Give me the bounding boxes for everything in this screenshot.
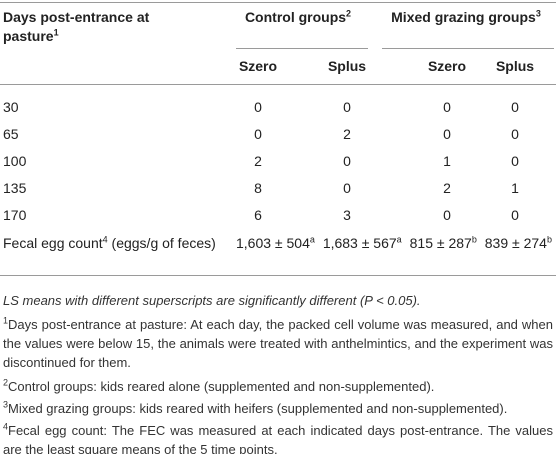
cell: 0 xyxy=(511,153,519,169)
header-text: Days post-entrance at pasture xyxy=(3,9,150,44)
superscript: 1 xyxy=(53,27,59,38)
footnote: LS means with different superscripts are… xyxy=(3,291,553,310)
cell-text: 1,683 ± 567 xyxy=(322,235,397,251)
fec-cell: 1,603 ± 504a xyxy=(236,233,315,253)
superscript: 3 xyxy=(535,8,541,19)
fec-cell: 815 ± 287b xyxy=(410,233,477,253)
cell: 3 xyxy=(343,207,351,223)
footnote-mark: 2 xyxy=(3,377,9,388)
footnote: 4Fecal egg count: The FEC was measured a… xyxy=(3,421,553,454)
fec-cell: 839 ± 274b xyxy=(485,233,552,253)
footnote-mark: 4 xyxy=(3,421,9,432)
cell: 0 xyxy=(343,153,351,169)
footnote-mark: 1 xyxy=(3,315,9,326)
cell-text: 1,603 ± 504 xyxy=(236,235,310,251)
cell: 0 xyxy=(443,99,451,115)
footnote: 2Control groups: kids reared alone (supp… xyxy=(3,377,553,396)
footnote-text: Control groups: kids reared alone (suppl… xyxy=(8,379,435,394)
fec-cells: 1,603 ± 504a 1,683 ± 567a 815 ± 287b 839 ± … xyxy=(236,233,552,253)
footnote-text: Fecal egg count: The FEC was measured at… xyxy=(3,423,553,454)
cell: 0 xyxy=(343,180,351,196)
footnote: 3Mixed grazing groups: kids reared with … xyxy=(3,399,553,418)
footnote-text: LS means with different superscripts are… xyxy=(3,293,421,308)
cell: 0 xyxy=(511,207,519,223)
rule xyxy=(0,275,556,276)
cell: 0 xyxy=(254,126,262,142)
header-text: Mixed grazing groups xyxy=(391,9,536,25)
cell: 1 xyxy=(443,153,451,169)
cell: 0 xyxy=(254,99,262,115)
superscript: 2 xyxy=(346,8,352,19)
rule xyxy=(0,2,556,3)
cell: 0 xyxy=(511,99,519,115)
group-header: Control groups2 xyxy=(232,8,364,27)
cell: 2 xyxy=(254,153,262,169)
rule xyxy=(236,48,368,49)
footnote: 1Days post-entrance at pasture: At each … xyxy=(3,315,553,372)
superscript: a xyxy=(396,234,402,245)
rule xyxy=(0,84,556,85)
cell: 2 xyxy=(443,180,451,196)
group-header: Mixed grazing groups3 xyxy=(378,8,554,27)
fec-label: Fecal egg count4 (eggs/g of feces) xyxy=(3,233,223,253)
day-header: Days post-entrance at pasture1 xyxy=(3,8,203,46)
fec-cell: 1,683 ± 567a xyxy=(323,233,402,253)
superscript: b xyxy=(471,234,477,245)
header-text: Control groups xyxy=(244,9,347,25)
cell: 1 xyxy=(511,180,519,196)
cell: 0 xyxy=(343,99,351,115)
subheader: Splus xyxy=(327,58,367,74)
superscript: 4 xyxy=(102,234,108,245)
row-label: 30 xyxy=(3,99,19,115)
cell: 0 xyxy=(443,126,451,142)
row-label: 170 xyxy=(3,207,27,223)
subheader: Szero xyxy=(238,58,278,74)
cell: 2 xyxy=(343,126,351,142)
rule xyxy=(382,48,554,49)
cell: 0 xyxy=(511,126,519,142)
row-label: 135 xyxy=(3,180,27,196)
superscript: b xyxy=(546,234,552,245)
label-text: Fecal egg count xyxy=(3,235,103,251)
cell: 0 xyxy=(443,207,451,223)
row-label: 65 xyxy=(3,126,19,142)
subheader: Szero xyxy=(427,58,467,74)
cell-text: 839 ± 274 xyxy=(484,235,547,251)
cell-text: 815 ± 287 xyxy=(409,235,472,251)
row-label: 100 xyxy=(3,153,27,169)
superscript: a xyxy=(309,234,315,245)
footnote-text: Mixed grazing groups: kids reared with h… xyxy=(8,401,508,416)
footnote-mark: 3 xyxy=(3,399,9,410)
footnote-text: Days post-entrance at pasture: At each d… xyxy=(3,317,553,370)
label-unit: (eggs/g of feces) xyxy=(111,235,216,251)
subheader: Splus xyxy=(495,58,535,74)
cell: 6 xyxy=(254,207,262,223)
cell: 8 xyxy=(254,180,262,196)
